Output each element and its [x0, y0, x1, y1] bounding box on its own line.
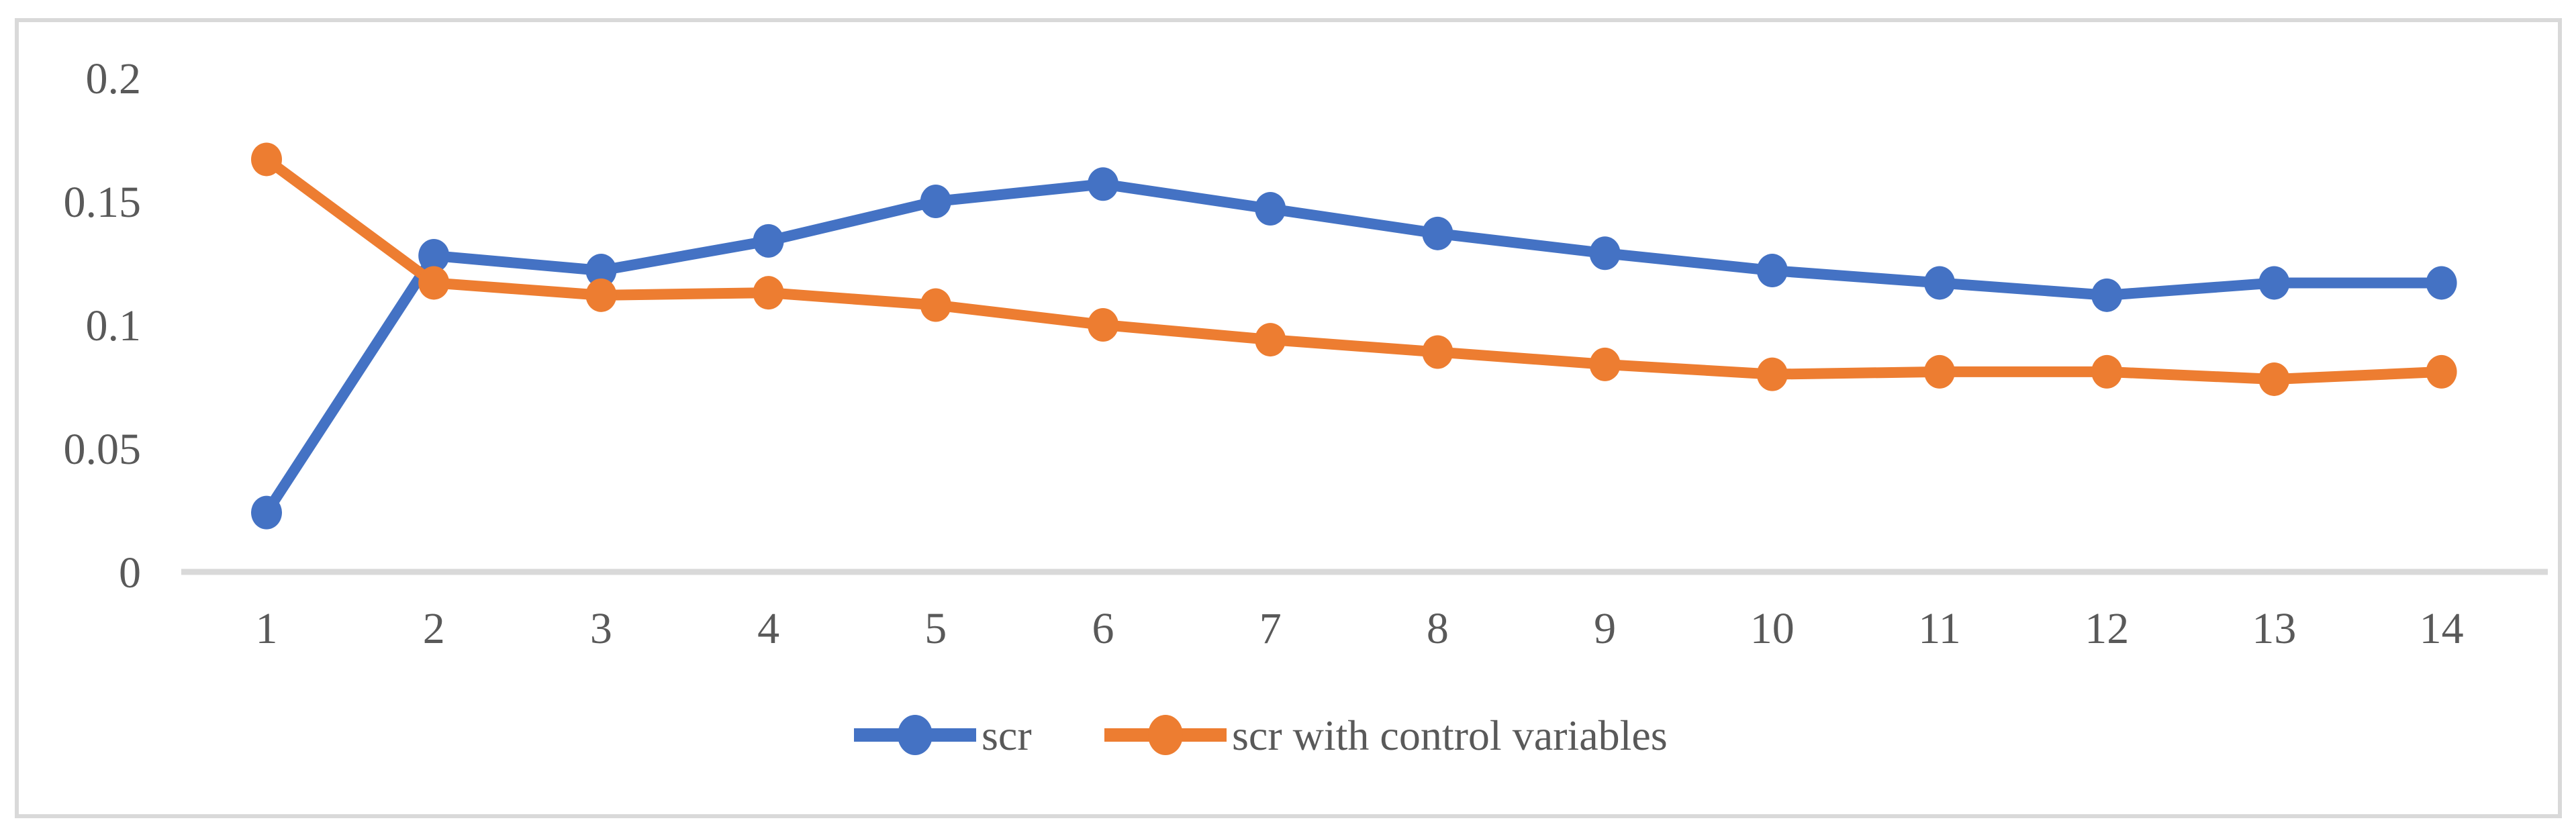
- data-point-marker: [585, 254, 617, 288]
- series-line: [261, 179, 2447, 518]
- data-point-marker: [2091, 354, 2123, 389]
- legend-swatch-marker: [1148, 715, 1183, 755]
- data-point-marker: [251, 495, 282, 530]
- legend-label: scr: [982, 711, 1032, 759]
- y-axis-tick-label: 0: [119, 548, 141, 597]
- x-axis-tick-label: 9: [1594, 604, 1616, 653]
- data-point-marker: [585, 278, 617, 312]
- legend-item: scr with control variables: [1104, 711, 1668, 759]
- data-point-marker: [1924, 354, 1955, 389]
- x-axis-tick-label: 13: [2252, 604, 2296, 653]
- x-axis-tick-label: 10: [1750, 604, 1795, 653]
- data-point-marker: [1589, 347, 1621, 381]
- data-point-marker: [2258, 362, 2290, 396]
- data-point-marker: [1255, 323, 1286, 357]
- data-point-marker: [2091, 278, 2123, 312]
- x-axis-tick-label: 3: [590, 604, 612, 653]
- x-axis-tick-label: 2: [423, 604, 445, 653]
- chart-frame-border: [15, 18, 2562, 818]
- x-axis-tick-label: 12: [2085, 604, 2129, 653]
- legend-item: scr: [854, 711, 1032, 759]
- data-point-marker: [2426, 266, 2457, 300]
- data-point-marker: [920, 185, 951, 218]
- x-axis-tick-label: 11: [1918, 604, 1961, 653]
- data-point-marker: [1924, 266, 1955, 300]
- y-axis-tick-label: 0.05: [64, 425, 142, 474]
- series-scr-with-control-variables: [251, 142, 2457, 396]
- y-axis-tick-label: 0.1: [86, 301, 142, 350]
- data-point-marker: [1255, 192, 1286, 226]
- x-axis-tick-label: 8: [1427, 604, 1449, 653]
- x-axis-tick-label: 4: [757, 604, 779, 653]
- data-point-marker: [1088, 167, 1118, 201]
- data-point-marker: [753, 224, 784, 258]
- data-point-marker: [418, 266, 450, 300]
- series-scr: [251, 167, 2457, 530]
- data-point-marker: [2258, 266, 2290, 300]
- x-axis-tick-label: 5: [924, 604, 947, 653]
- data-point-marker: [1756, 357, 1788, 391]
- data-point-marker: [920, 288, 951, 322]
- x-axis-tick-label: 7: [1259, 604, 1282, 653]
- data-point-marker: [251, 142, 282, 177]
- data-point-marker: [418, 238, 450, 273]
- data-point-marker: [1756, 254, 1788, 288]
- y-axis-tick-label: 0.2: [86, 54, 142, 103]
- data-point-marker: [2426, 354, 2457, 389]
- data-point-marker: [753, 276, 784, 310]
- legend-swatch-marker: [898, 715, 933, 755]
- legend-label: scr with control variables: [1232, 711, 1668, 759]
- x-axis-tick-label: 14: [2420, 604, 2464, 653]
- x-axis-tick-label: 1: [256, 604, 278, 653]
- data-point-marker: [1589, 236, 1621, 271]
- y-axis-tick-label: 0.15: [64, 178, 142, 227]
- series-line: [261, 154, 2447, 385]
- x-axis-tick-label: 6: [1092, 604, 1114, 653]
- data-point-marker: [1422, 216, 1453, 250]
- legend: scr scr with control variables: [854, 711, 1668, 759]
- data-point-marker: [1422, 335, 1453, 369]
- data-point-marker: [1088, 308, 1118, 342]
